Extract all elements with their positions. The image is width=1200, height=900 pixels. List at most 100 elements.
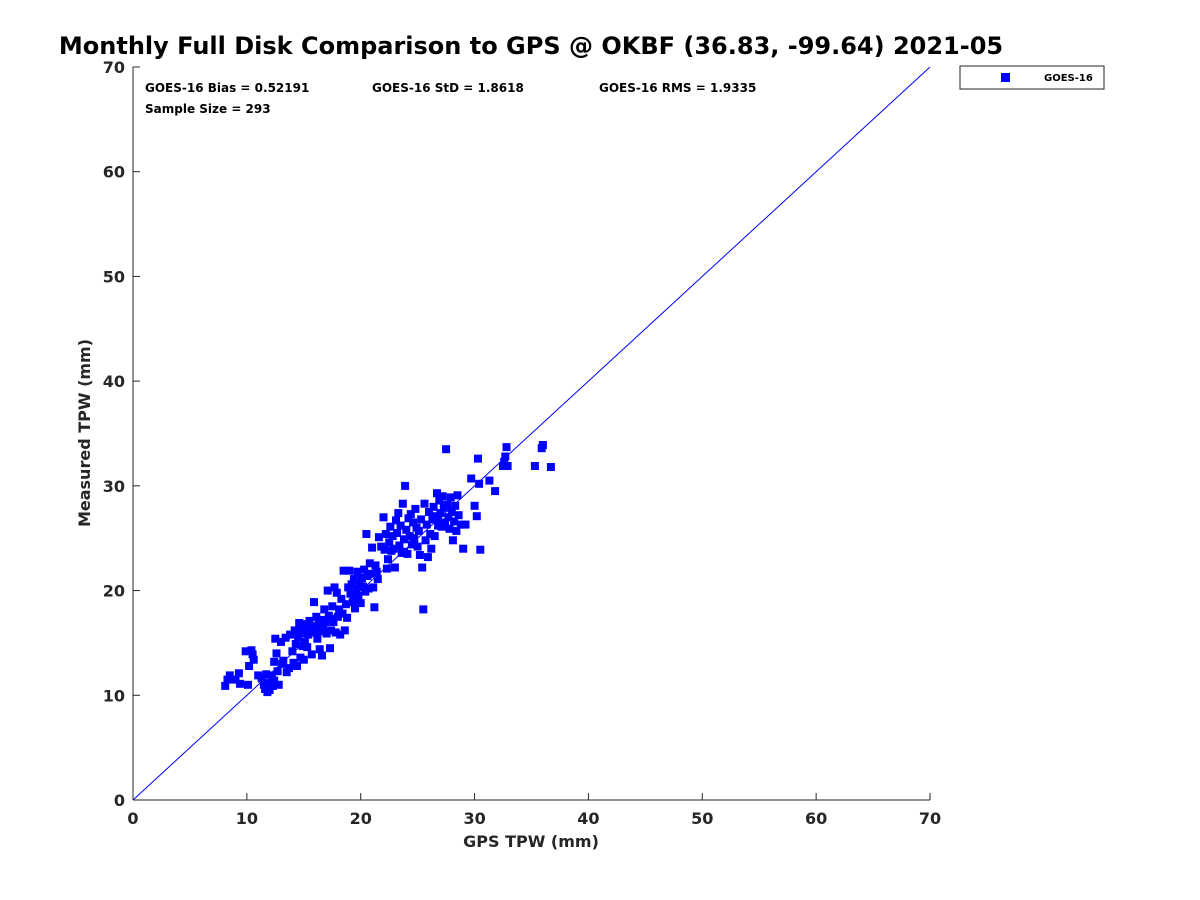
data-point <box>352 585 361 594</box>
data-point <box>327 626 336 635</box>
data-point <box>418 563 427 572</box>
data-point <box>422 520 431 529</box>
data-point <box>385 538 394 547</box>
data-point <box>430 532 439 541</box>
data-point <box>329 614 338 623</box>
data-point <box>369 583 378 592</box>
data-point <box>441 518 449 527</box>
data-point <box>371 561 380 570</box>
data-point <box>234 669 243 678</box>
data-point <box>420 499 429 508</box>
data-point <box>264 678 273 687</box>
data-point <box>459 544 468 553</box>
data-point <box>236 679 244 688</box>
data-point <box>474 454 482 463</box>
stat-rms: GOES-16 RMS = 1.9335 <box>599 81 756 95</box>
x-tick-label: 40 <box>577 809 599 828</box>
data-point <box>379 513 388 522</box>
data-point <box>382 564 391 573</box>
x-tick-label: 70 <box>919 809 941 828</box>
legend-entry: GOES-16 <box>1044 73 1093 84</box>
data-point <box>461 520 470 529</box>
data-point <box>373 575 382 584</box>
legend: GOES-16 <box>959 65 1105 90</box>
data-point <box>426 530 435 538</box>
data-point <box>333 612 342 621</box>
data-point <box>270 676 279 685</box>
data-point <box>360 565 369 574</box>
data-point <box>357 574 366 582</box>
data-point <box>304 630 313 639</box>
data-point <box>322 629 331 638</box>
data-point <box>294 633 303 642</box>
data-point <box>338 609 347 618</box>
data-point <box>362 530 371 538</box>
data-point <box>438 492 447 501</box>
x-tick-label: 20 <box>350 809 372 828</box>
data-point <box>390 563 399 572</box>
data-point <box>410 540 419 549</box>
data-point <box>406 510 415 519</box>
data-point <box>273 667 282 676</box>
data-point <box>415 551 424 559</box>
data-point <box>345 566 354 575</box>
data-point <box>249 655 258 664</box>
data-point <box>277 637 285 646</box>
data-point <box>346 589 355 598</box>
data-point <box>298 642 307 651</box>
data-point <box>388 532 397 541</box>
data-point <box>448 536 457 545</box>
data-point <box>401 481 410 490</box>
data-point <box>269 681 277 690</box>
data-point <box>340 626 349 635</box>
data-point <box>538 441 547 449</box>
y-tick-label: 40 <box>103 372 125 391</box>
data-point <box>485 476 494 485</box>
data-point <box>400 535 408 544</box>
data-point <box>314 620 323 629</box>
data-point <box>367 569 375 578</box>
legend-box <box>959 65 1105 90</box>
data-point <box>318 651 326 660</box>
axis-ticks: 0 10 20 30 40 50 60 70 0 10 20 30 40 50 60 70 <box>103 58 941 828</box>
y-axis-label: Measured TPW (mm) <box>75 339 94 527</box>
data-point <box>384 555 392 564</box>
data-point <box>307 650 316 659</box>
data-point <box>417 515 426 524</box>
data-point <box>381 530 390 538</box>
data-point <box>270 657 279 666</box>
data-point <box>451 501 460 510</box>
data-point <box>368 543 377 552</box>
data-point <box>400 547 408 556</box>
data-point <box>436 509 445 518</box>
data-point <box>314 627 323 636</box>
data-point <box>241 647 250 656</box>
data-point <box>372 567 381 576</box>
data-point <box>310 598 318 607</box>
data-point <box>293 662 301 670</box>
y-tick-label: 30 <box>103 477 125 496</box>
data-point <box>315 645 324 654</box>
data-point <box>306 626 315 635</box>
y-tick-label: 20 <box>103 582 125 601</box>
data-point <box>331 628 340 637</box>
data-point <box>291 640 300 648</box>
data-point <box>337 594 346 603</box>
data-point <box>323 586 332 595</box>
data-point <box>419 605 428 614</box>
data-point <box>354 591 363 600</box>
one-to-one-line <box>132 66 931 801</box>
data-point <box>321 618 330 626</box>
data-point <box>404 514 413 523</box>
data-point <box>398 499 407 508</box>
data-point <box>347 580 356 589</box>
data-point <box>434 514 443 523</box>
y-tick-label: 0 <box>114 791 125 810</box>
data-point <box>359 582 367 591</box>
data-point <box>295 619 304 627</box>
data-point <box>286 630 295 639</box>
data-point <box>442 445 451 454</box>
data-point <box>290 626 299 635</box>
data-point <box>435 496 444 505</box>
